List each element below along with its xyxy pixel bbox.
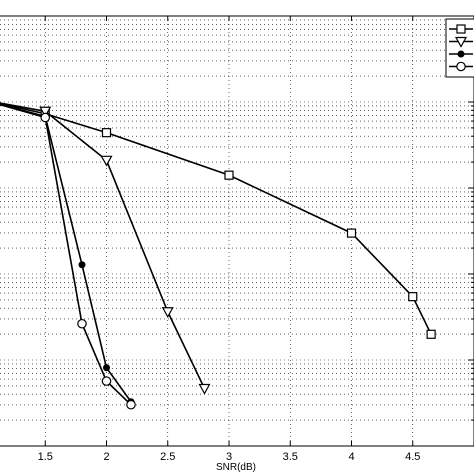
x-tick-label: 4 xyxy=(348,451,354,463)
x-tick-label: 2 xyxy=(103,451,109,463)
legend-entry-circle xyxy=(449,61,473,72)
grid-lines xyxy=(0,15,474,447)
legend-entry-square xyxy=(449,24,473,34)
data-point-triangle xyxy=(198,383,211,395)
legend-entry-star xyxy=(449,50,473,58)
data-point-square xyxy=(346,228,357,238)
data-point-triangle xyxy=(39,106,52,118)
data-point-star xyxy=(78,261,86,269)
data-point-triangle xyxy=(454,36,468,48)
data-point-triangle xyxy=(161,307,174,318)
legend xyxy=(445,18,474,78)
data-point-circle xyxy=(126,399,136,410)
data-point-square xyxy=(101,128,112,138)
x-axis-label: SNR(dB) xyxy=(216,462,256,473)
x-tick-labels: 1.5 2 2.5 3 3.5 4 4.5 xyxy=(38,451,421,463)
data-point-star xyxy=(457,50,465,58)
data-point-square xyxy=(408,292,418,302)
data-point-star xyxy=(103,364,110,372)
legend-entry-triangle-down xyxy=(449,36,473,48)
data-point-triangle xyxy=(100,155,113,167)
series-triangle-down xyxy=(0,102,211,395)
data-point-square xyxy=(456,24,466,34)
x-tick-label: 3.5 xyxy=(283,451,298,463)
series-layer xyxy=(0,102,436,410)
data-point-square xyxy=(224,170,234,180)
x-tick-label: 4.5 xyxy=(405,451,420,463)
data-point-circle xyxy=(40,112,51,123)
x-tick-label: 3 xyxy=(226,451,232,463)
data-point-circle xyxy=(77,318,87,329)
data-point-circle xyxy=(101,376,112,386)
x-tick-label: 1.5 xyxy=(38,451,53,463)
data-point-circle xyxy=(456,61,466,72)
x-tick-label: 2.5 xyxy=(160,451,175,463)
series-circle xyxy=(0,103,136,410)
data-point-square xyxy=(426,329,436,339)
